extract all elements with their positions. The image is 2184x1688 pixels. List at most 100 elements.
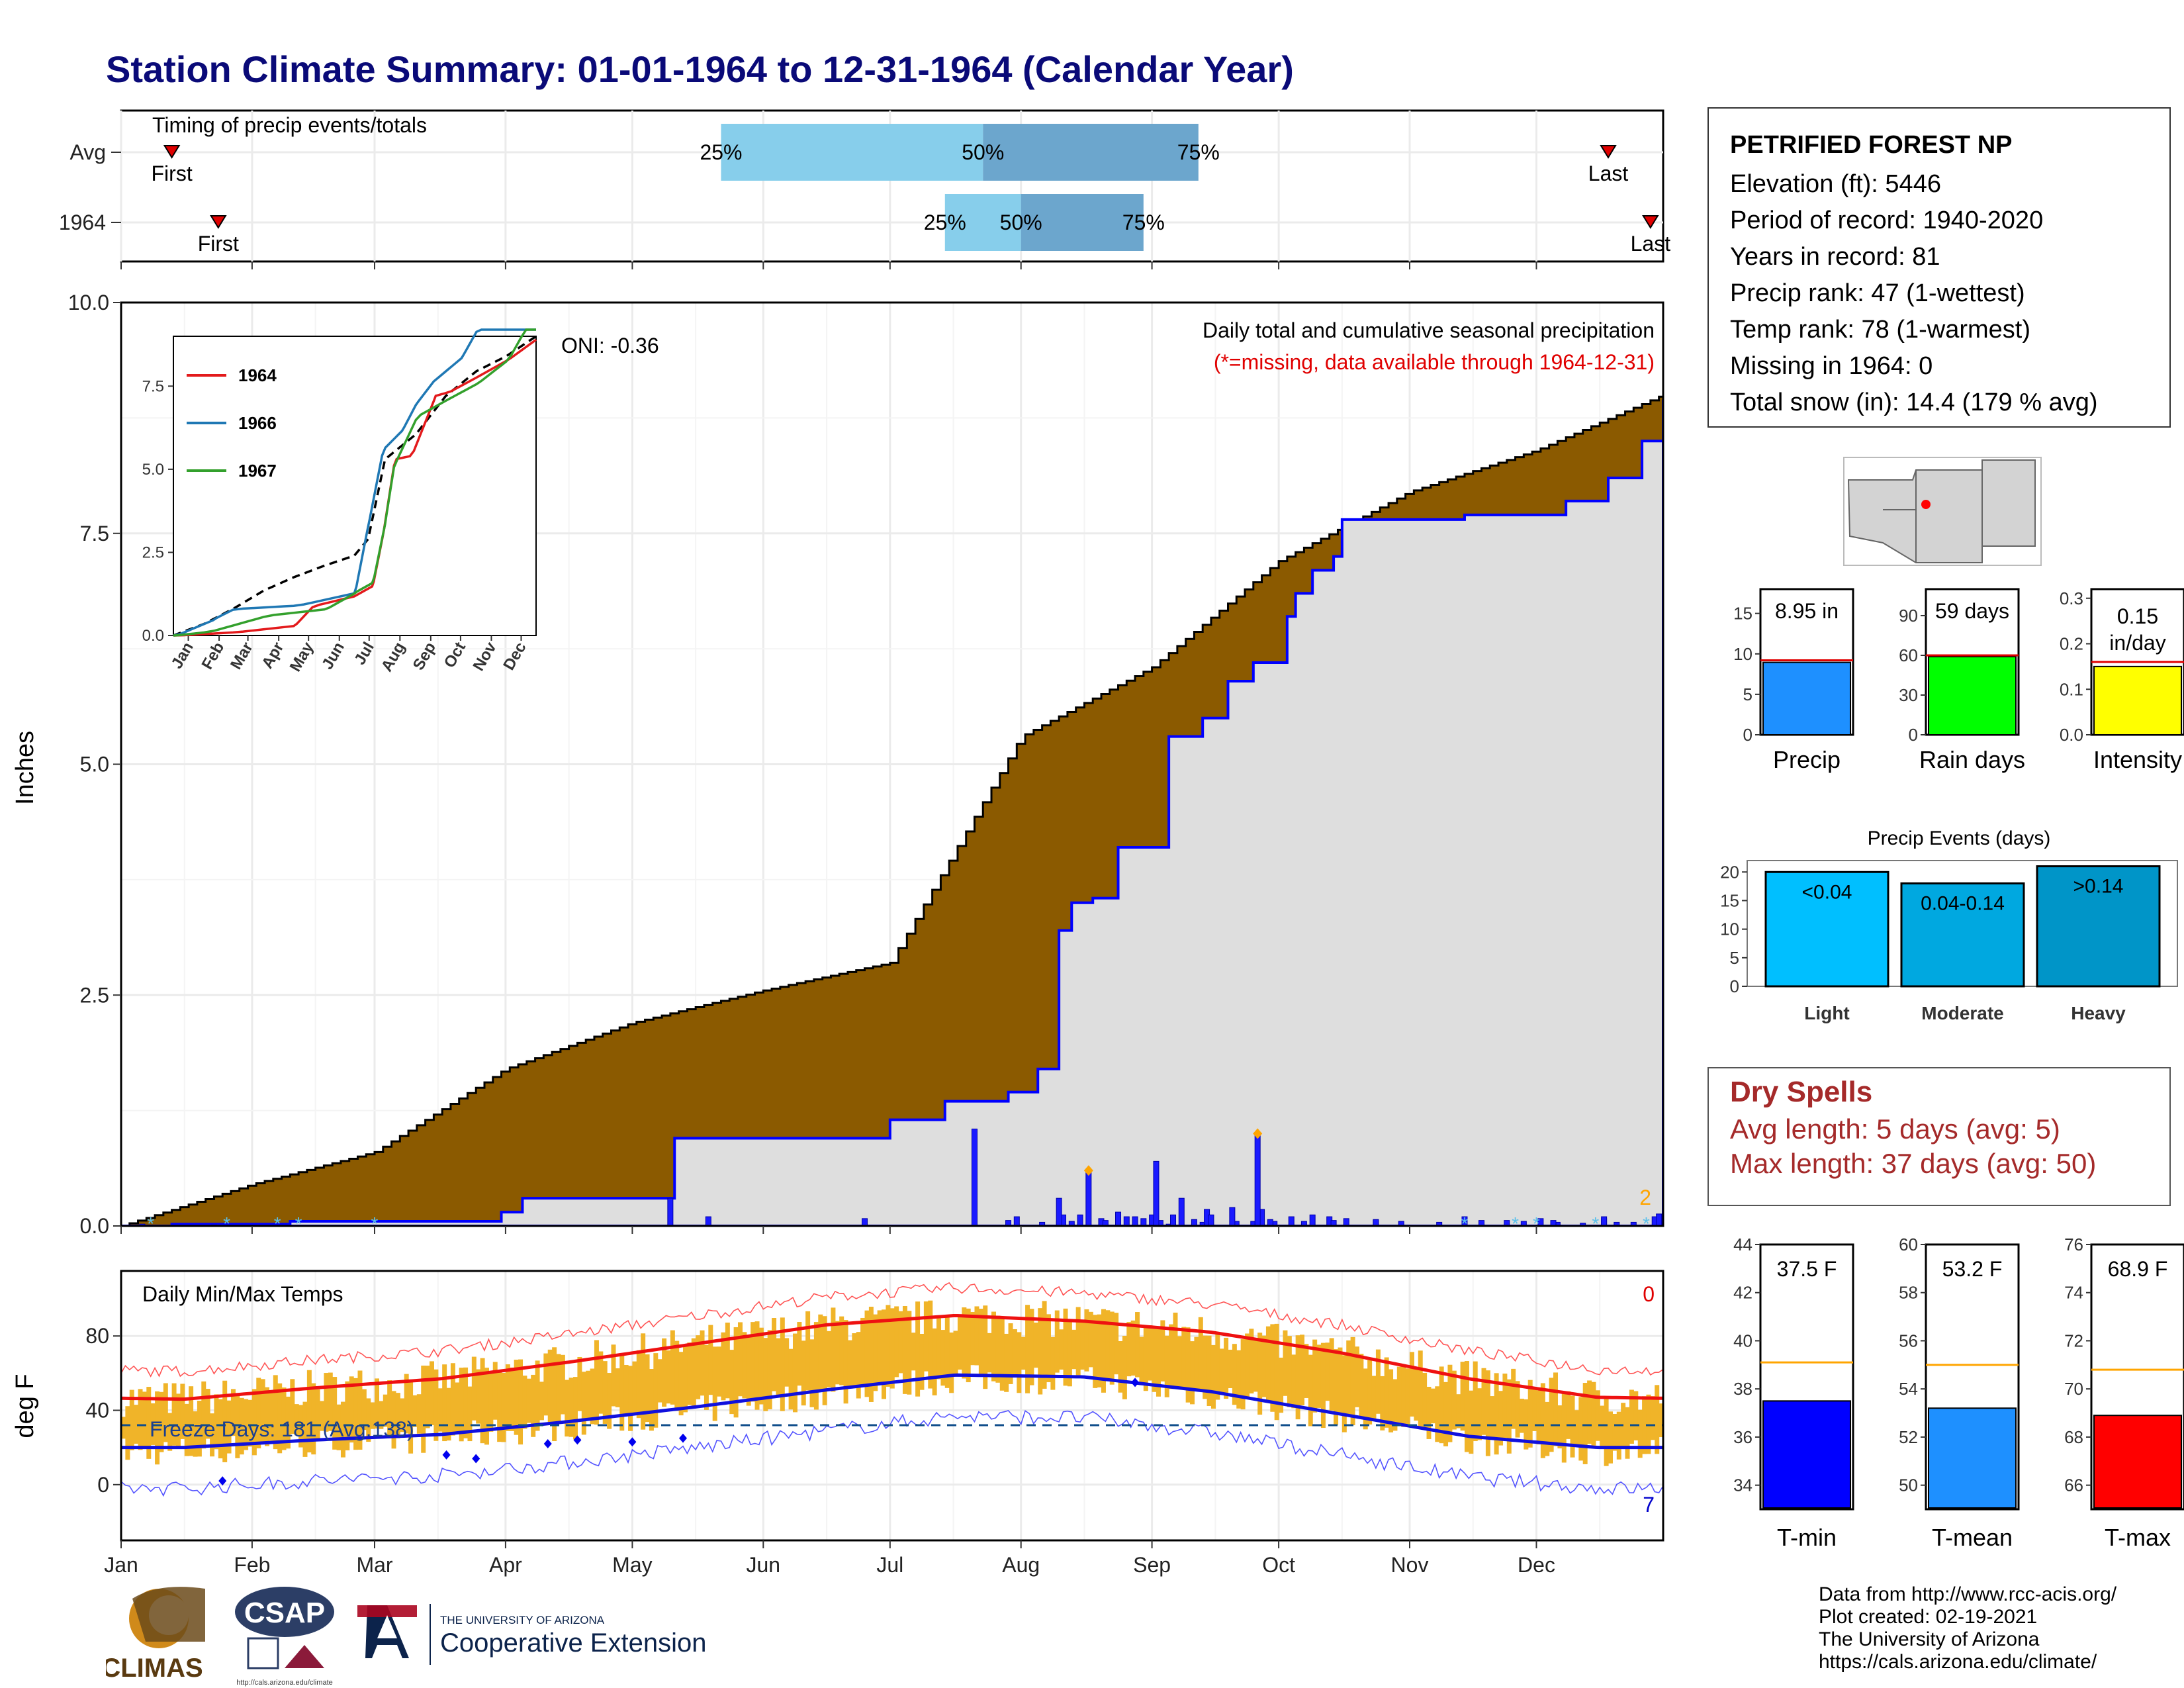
daily-precip-bar: [1504, 1220, 1510, 1226]
temp-day-bar: [873, 1314, 878, 1391]
temp-day-bar: [1515, 1381, 1520, 1438]
temp-day-bar: [1042, 1301, 1047, 1389]
temp-day-bar: [915, 1301, 921, 1397]
temp-day-bar: [1228, 1349, 1233, 1388]
precip-note: (*=missing, data available through 1964-…: [1214, 350, 1655, 374]
temp-day-bar: [628, 1366, 633, 1431]
temp-day-bar: [167, 1413, 173, 1451]
temp-day-bar: [1650, 1396, 1655, 1440]
temp-stat-tick-label: 42: [1733, 1283, 1752, 1303]
timing-marker: [163, 145, 181, 159]
temp-day-bar: [586, 1370, 591, 1419]
temp-stat-tick-label: 38: [1733, 1379, 1752, 1399]
precip-heading: Daily total and cumulative seasonal prec…: [1203, 318, 1655, 342]
temp-day-bar: [1206, 1335, 1212, 1406]
temp-stats-panels: 34 36 38 40 42 44 37.5 F T-min 50 52 54 56 58 60 53.2 …: [1733, 1238, 2184, 1551]
events-bar-label: >0.14: [2073, 876, 2124, 898]
daily-precip-bar: [1330, 1220, 1337, 1226]
ua-line1: THE UNIVERSITY OF ARIZONA: [440, 1614, 605, 1626]
temp-day-bar: [1604, 1398, 1609, 1466]
temp-day-bar: [987, 1333, 992, 1373]
daily-precip-bar: [1520, 1221, 1527, 1226]
temp-day-bar: [1469, 1390, 1474, 1454]
station-years: Years in record: 81: [1730, 243, 1940, 271]
temp-day-bar: [1473, 1361, 1478, 1442]
temp-day-bar: [742, 1332, 747, 1399]
temp-day-bar: [412, 1395, 418, 1427]
temp-day-bar: [125, 1406, 130, 1460]
temp-day-bar: [1511, 1368, 1516, 1429]
temp-day-bar: [1380, 1376, 1385, 1430]
temp-day-bar: [1270, 1324, 1275, 1412]
daily-precip-bar: [1229, 1207, 1236, 1226]
ua-logo: THE UNIVERSITY OF ARIZONA Cooperative Ex…: [357, 1604, 706, 1665]
temp-day-bar: [577, 1356, 582, 1411]
temp-day-bar: [1245, 1333, 1250, 1399]
csap-url: http://cals.arizona.edu/climate: [236, 1679, 333, 1687]
credit-source: Data from http://www.rcc-acis.org/: [1819, 1583, 2117, 1605]
temp-day-bar: [940, 1330, 946, 1386]
ua-line2: Cooperative Extension: [440, 1628, 706, 1658]
temp-day-bar: [193, 1411, 198, 1457]
temp-day-bar: [813, 1322, 819, 1410]
temp-day-bar: [733, 1327, 739, 1418]
temp-day-bar: [649, 1369, 654, 1431]
temp-day-bar: [1502, 1374, 1508, 1438]
temp-day-bar: [251, 1389, 257, 1456]
events-bar: [1764, 870, 1889, 988]
temp-day-bar: [315, 1389, 320, 1441]
temp-day-bar: [265, 1387, 270, 1446]
stat-tick-label: 0.2: [2060, 634, 2083, 654]
temp-day-bar: [201, 1381, 206, 1449]
temp-day-bar: [1570, 1395, 1575, 1458]
temp-day-bar: [936, 1318, 942, 1380]
temp-day-bar: [831, 1307, 836, 1392]
daily-precip-bar: [1102, 1220, 1109, 1226]
stat-bar: [1928, 656, 2017, 735]
daily-precip-bar: [1254, 1133, 1261, 1226]
daily-precip-bar: [1300, 1221, 1307, 1226]
snow-markers: * * * * * * * * * *: [147, 1128, 1650, 1226]
stat-tick-label: 60: [1899, 645, 1918, 665]
temp-stat-tick-label: 56: [1899, 1331, 1918, 1350]
daily-precip-bar: [1068, 1221, 1075, 1226]
temp-day-bar: [923, 1301, 929, 1372]
temp-day-bar: [235, 1394, 240, 1458]
daily-precip-bar: [1056, 1197, 1062, 1226]
temp-day-bar: [471, 1356, 477, 1421]
temp-day-bar: [641, 1333, 646, 1430]
temp-day-bar: [864, 1310, 870, 1397]
temp-day-bar: [387, 1380, 392, 1436]
temp-day-bar: [1320, 1342, 1326, 1429]
temp-day-bar: [1422, 1372, 1428, 1429]
temp-day-bar: [780, 1317, 785, 1411]
temp-day-bar: [1540, 1383, 1545, 1458]
events-bar: [1900, 882, 2025, 988]
temp-day-bar: [366, 1398, 371, 1442]
temp-day-bar: [214, 1394, 219, 1450]
month-tick-label: Mar: [356, 1553, 392, 1577]
temp-day-bar: [1287, 1336, 1292, 1407]
temp-day-bar: [868, 1307, 874, 1402]
daily-precip-bar: [1013, 1216, 1020, 1226]
timing-p75-label: 75%: [1177, 140, 1220, 164]
stat-label: Precip: [1773, 746, 1841, 773]
stat-bar: [1762, 661, 1851, 735]
record-low-marker: [679, 1433, 688, 1443]
temp-day-bar: [1574, 1410, 1579, 1446]
temp-day-bar: [852, 1333, 857, 1389]
daily-precip-bar: [1601, 1216, 1608, 1226]
timing-panel: 25% 50% 75% First Last 25% 50% 75% First Last Tim…: [59, 109, 1670, 269]
csap-text: CSAP: [244, 1597, 325, 1629]
month-tick-label: Dec: [1518, 1553, 1555, 1577]
temp-day-bar: [205, 1389, 210, 1439]
temp-day-bar: [1122, 1335, 1127, 1399]
temp-day-bar: [349, 1376, 354, 1443]
temp-day-bar: [129, 1389, 134, 1450]
temp-day-bar: [391, 1391, 396, 1449]
temp-day-bar: [560, 1354, 565, 1415]
temp-day-bar: [248, 1399, 253, 1447]
temp-day-bar: [138, 1389, 143, 1450]
month-tick-label: Jun: [747, 1553, 781, 1577]
temp-day-bar: [543, 1353, 549, 1416]
